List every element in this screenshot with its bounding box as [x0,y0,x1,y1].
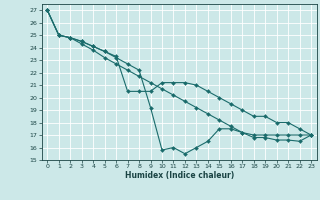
X-axis label: Humidex (Indice chaleur): Humidex (Indice chaleur) [124,171,234,180]
